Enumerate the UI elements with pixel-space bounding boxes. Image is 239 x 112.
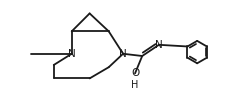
Text: N: N — [119, 49, 127, 59]
Text: N: N — [155, 40, 163, 50]
Text: N: N — [68, 49, 76, 59]
Text: O: O — [131, 68, 139, 78]
Text: H: H — [131, 80, 139, 90]
